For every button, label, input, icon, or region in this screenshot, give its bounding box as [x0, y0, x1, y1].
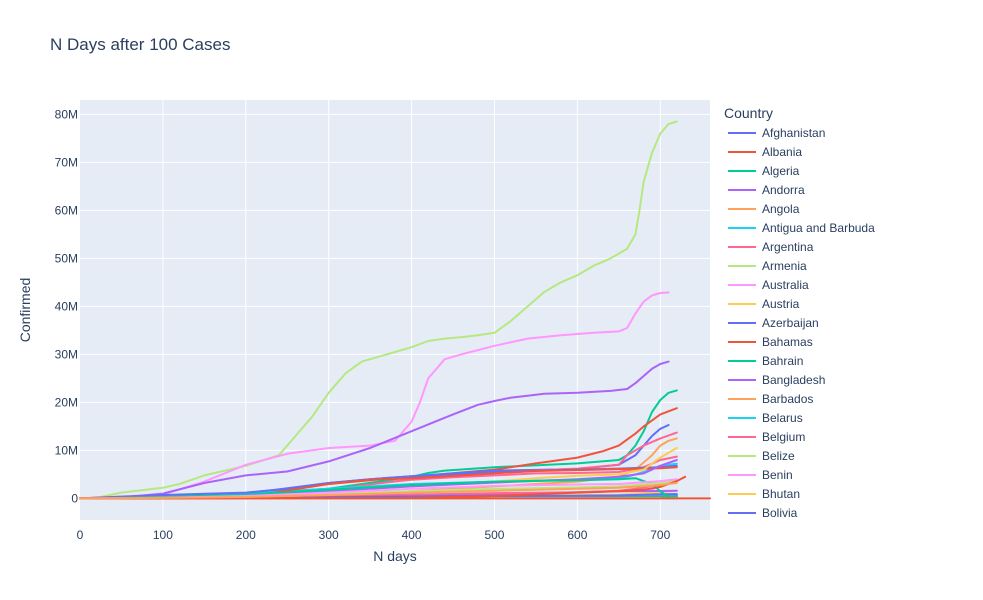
legend-item[interactable]: Belize [728, 449, 795, 463]
legend-item[interactable]: Belarus [728, 411, 803, 425]
legend-item[interactable]: Belgium [728, 430, 805, 444]
legend-label: Belgium [762, 430, 805, 444]
y-tick-label: 20M [55, 395, 78, 409]
y-axis-ticks: 0 10M 20M 30M 40M 50M 60M 70M 80M [55, 107, 79, 505]
legend-item[interactable]: Bhutan [728, 487, 800, 501]
legend-item[interactable]: Andorra [728, 183, 805, 197]
x-tick-label: 500 [484, 528, 504, 542]
y-tick-label: 10M [55, 443, 78, 457]
legend-item[interactable]: Bolivia [728, 506, 798, 520]
legend-item[interactable]: Australia [728, 278, 809, 292]
legend-item[interactable]: Barbados [728, 392, 813, 406]
legend-item[interactable]: Angola [728, 202, 800, 216]
x-tick-label: 200 [236, 528, 256, 542]
legend-label: Belarus [762, 411, 803, 425]
gridlines [80, 100, 710, 520]
y-tick-label: 50M [55, 251, 78, 265]
x-tick-label: 100 [153, 528, 173, 542]
legend-label: Bahrain [762, 354, 803, 368]
legend-item[interactable]: Afghanistan [728, 126, 825, 140]
series-line-unnamed-39 [79, 482, 678, 500]
legend-item[interactable]: Bangladesh [728, 373, 825, 387]
legend-label: Austria [762, 297, 800, 311]
plot-area [80, 100, 710, 520]
legend-title: Country [724, 105, 773, 121]
legend-item[interactable]: Bahamas [728, 335, 813, 349]
legend-label: Armenia [762, 259, 807, 273]
legend-label: Antigua and Barbuda [762, 221, 875, 235]
legend-label: Afghanistan [762, 126, 825, 140]
legend-label: Albania [762, 145, 802, 159]
chart-title: N Days after 100 Cases [50, 35, 230, 54]
legend-label: Algeria [762, 164, 800, 178]
series-line-unnamed-31 [79, 466, 678, 500]
y-axis-title: Confirmed [17, 278, 33, 343]
y-tick-label: 80M [55, 107, 78, 121]
legend-label: Argentina [762, 240, 814, 254]
legend-label: Bhutan [762, 487, 800, 501]
y-tick-label: 70M [55, 155, 78, 169]
x-axis-ticks: 0 100 200 300 400 500 600 700 [77, 528, 671, 542]
legend-label: Bahamas [762, 335, 813, 349]
x-tick-label: 0 [77, 528, 84, 542]
legend-label: Bolivia [762, 506, 798, 520]
y-tick-label: 0 [71, 491, 78, 505]
legend-label: Andorra [762, 183, 805, 197]
series-line-unnamed-22 [79, 291, 670, 500]
legend-label: Barbados [762, 392, 813, 406]
y-tick-label: 30M [55, 347, 78, 361]
legend-item[interactable]: Azerbaijan [728, 316, 819, 330]
legend-item[interactable]: Algeria [728, 164, 800, 178]
legend-label: Benin [762, 468, 793, 482]
legend-label: Bangladesh [762, 373, 825, 387]
legend-item[interactable]: Benin [728, 468, 793, 482]
x-tick-label: 300 [319, 528, 339, 542]
legend-label: Angola [762, 202, 800, 216]
x-tick-label: 700 [650, 528, 670, 542]
legend-label: Australia [762, 278, 809, 292]
legend-item[interactable]: Argentina [728, 240, 814, 254]
legend-item[interactable]: Antigua and Barbuda [728, 221, 875, 235]
legend-label: Belize [762, 449, 795, 463]
legend-item[interactable]: Bahrain [728, 354, 803, 368]
x-tick-label: 400 [402, 528, 422, 542]
legend-item[interactable]: Albania [728, 145, 802, 159]
legend-label: Azerbaijan [762, 316, 819, 330]
legend: Country Afghanistan Albania Algeria Andorra… [724, 105, 875, 520]
y-tick-label: 60M [55, 203, 78, 217]
legend-item[interactable]: Armenia [728, 259, 807, 273]
series-line-unnamed-23 [79, 360, 670, 500]
x-axis-title: N days [373, 548, 417, 564]
y-tick-label: 40M [55, 299, 78, 313]
x-tick-label: 600 [567, 528, 587, 542]
legend-item[interactable]: Austria [728, 297, 800, 311]
series-lines [79, 120, 711, 500]
